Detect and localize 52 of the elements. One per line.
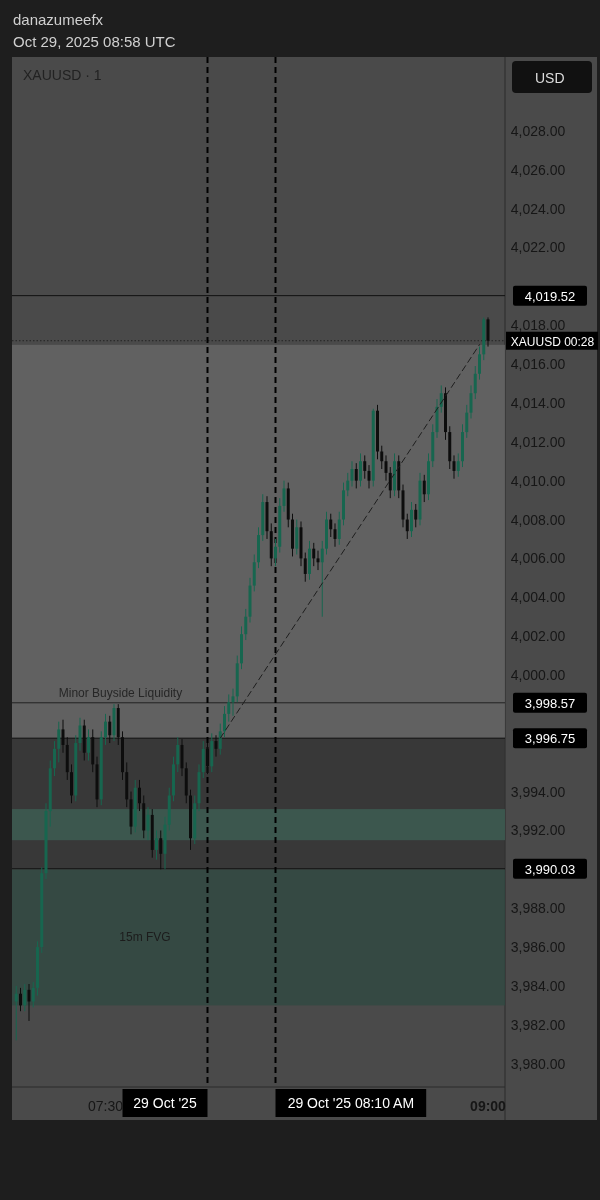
candlestick: [363, 454, 367, 480]
y-axis-title: USD: [535, 70, 565, 86]
candlestick: [439, 384, 443, 414]
candlestick: [155, 829, 158, 861]
ref-line-label: 29 Oct '25: [133, 1095, 197, 1111]
candlestick: [31, 981, 35, 1008]
candlestick: [218, 723, 222, 756]
candlestick: [14, 985, 18, 1041]
candlestick: [70, 763, 73, 804]
candlestick: [465, 404, 469, 439]
candlestick: [252, 554, 256, 592]
chart-title: danazumeefx: [13, 11, 104, 28]
candlestick: [244, 608, 248, 641]
candlestick: [478, 346, 481, 381]
chart-subtitle: Oct 29, 2025 08:58 UTC: [13, 33, 176, 50]
candlestick: [354, 462, 358, 489]
candlestick: [380, 445, 384, 470]
candlestick: [227, 693, 231, 723]
candlestick: [303, 552, 307, 583]
ref-line-label: 3,996.75: [524, 731, 576, 747]
candlestick: [53, 740, 56, 777]
candlestick: [223, 705, 226, 738]
ref-line-label: 4,019.52: [524, 288, 576, 304]
candlestick: [329, 513, 333, 538]
candlestick: [138, 779, 141, 812]
ref-line-label: 29 Oct '25 08:10 AM: [287, 1095, 415, 1111]
candlestick: [23, 983, 27, 1012]
candlestick: [405, 513, 409, 540]
candlestick: [57, 721, 61, 763]
candlestick: [201, 740, 205, 779]
annotation: Minor Buyside Liquidity: [58, 685, 183, 700]
candlestick: [176, 736, 180, 773]
candlestick: [337, 511, 341, 546]
candlestick: [414, 503, 418, 528]
candlestick: [422, 474, 426, 503]
candlestick: [388, 466, 392, 499]
candlestick: [473, 365, 477, 400]
candlestick: [104, 713, 107, 746]
candlestick: [346, 472, 350, 497]
candlestick: [19, 987, 22, 1012]
candlestick: [206, 742, 209, 775]
candlestick: [320, 540, 324, 618]
candlestick: [87, 728, 90, 762]
candlestick: [295, 519, 299, 556]
ref-line-label: 3,998.57: [524, 695, 576, 711]
annotation: XAUUSD 00:28: [510, 334, 595, 349]
candlestick: [312, 542, 316, 567]
candlestick: [410, 501, 413, 538]
candlestick: [359, 452, 362, 487]
candlestick: [456, 452, 460, 478]
ref-line-label: 3,990.03: [524, 861, 576, 877]
candlestick: [274, 538, 277, 567]
